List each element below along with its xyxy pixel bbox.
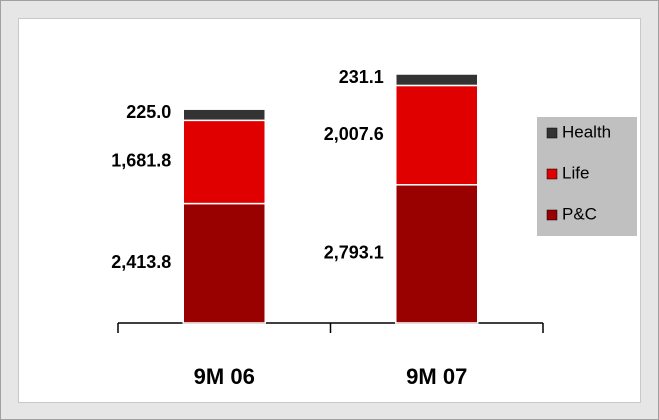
bar-segment (182, 119, 266, 205)
value-label: 2,793.1 (324, 243, 384, 263)
value-label: 231.1 (339, 67, 384, 87)
value-label: 2,007.6 (324, 124, 384, 144)
value-label: 225.0 (126, 102, 171, 122)
bar-segment (395, 73, 479, 87)
bar-segment (182, 108, 266, 122)
legend-swatch (546, 209, 558, 221)
legend-label: P&C (562, 204, 597, 223)
plot-panel (18, 18, 641, 403)
bar-segment (182, 202, 266, 324)
x-tick-label: 9M 07 (406, 364, 467, 389)
value-label: 1,681.8 (111, 151, 171, 171)
x-tick-label: 9M 06 (194, 364, 255, 389)
legend-label: Life (562, 163, 589, 182)
legend-swatch (546, 127, 558, 139)
legend-label: Health (562, 122, 611, 141)
bar-segment (395, 84, 479, 186)
bar-segment (395, 184, 479, 324)
legend-swatch (546, 168, 558, 180)
value-label: 2,413.8 (111, 252, 171, 272)
